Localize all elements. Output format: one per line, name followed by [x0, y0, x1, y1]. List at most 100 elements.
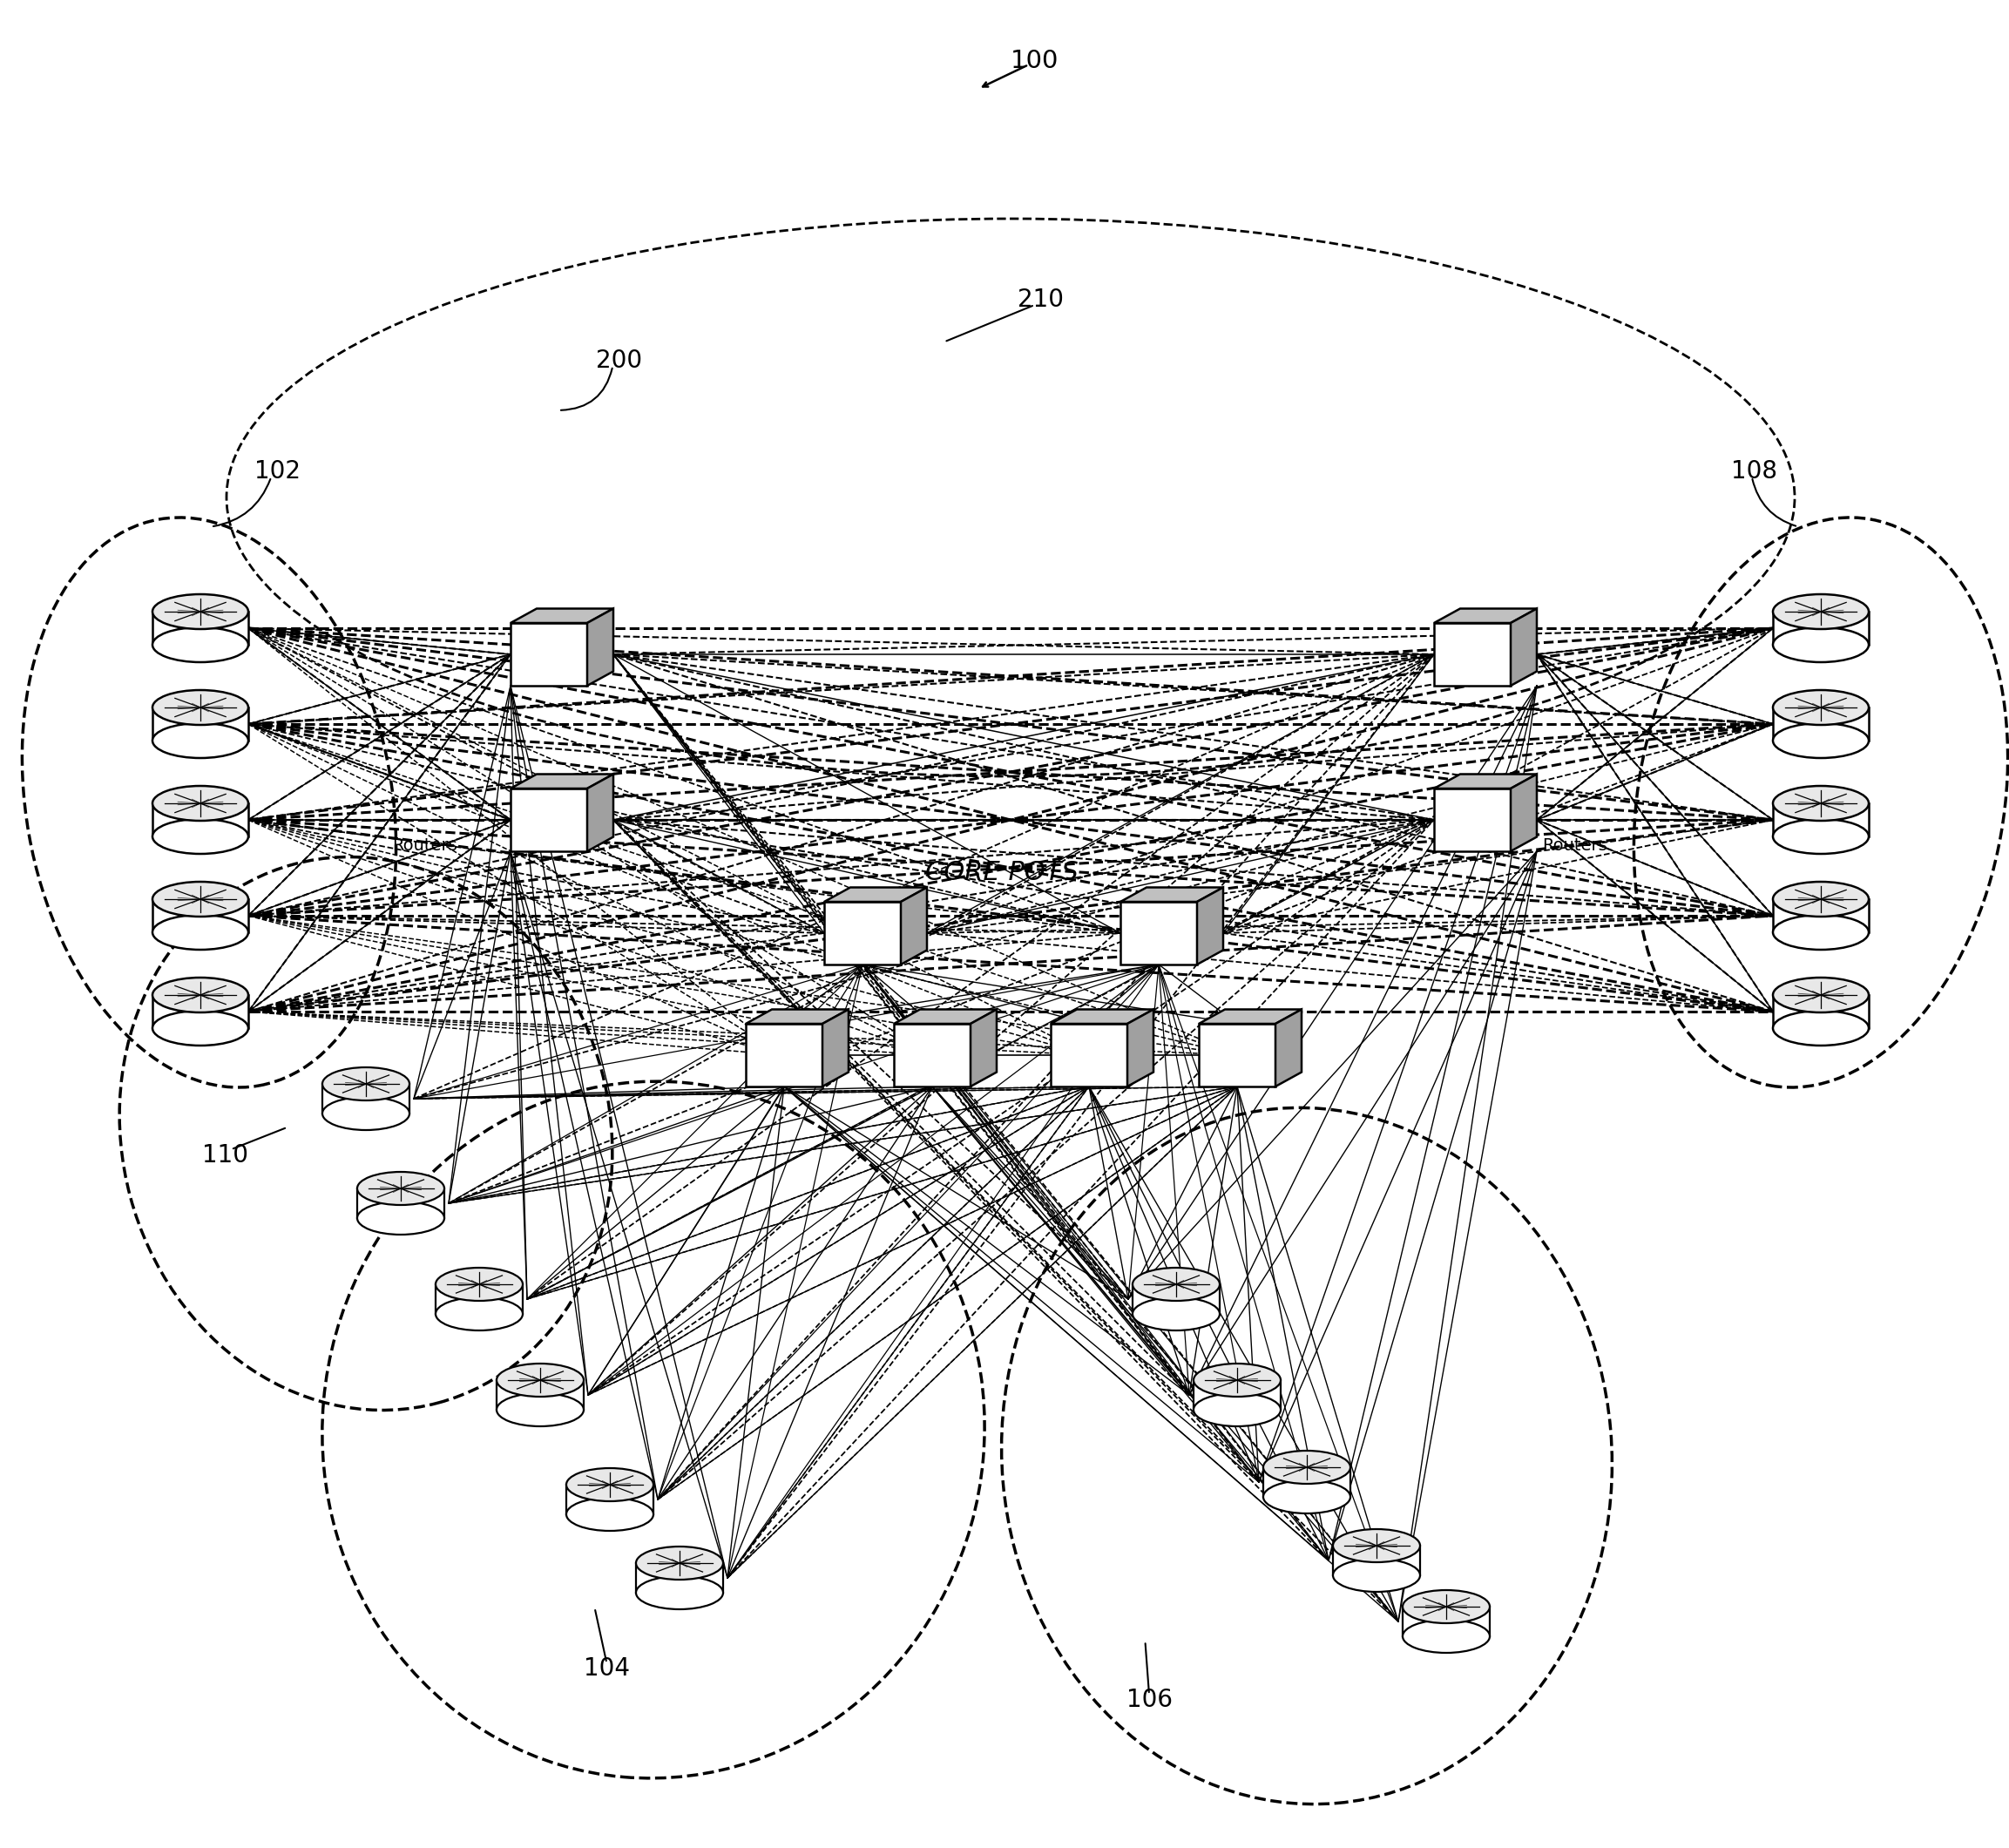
Ellipse shape — [1772, 689, 1868, 724]
Polygon shape — [970, 1009, 996, 1087]
Ellipse shape — [153, 881, 249, 917]
Polygon shape — [1121, 902, 1197, 965]
Text: 106: 106 — [1127, 1687, 1171, 1713]
Ellipse shape — [153, 626, 249, 662]
Ellipse shape — [496, 1393, 585, 1427]
Ellipse shape — [153, 785, 249, 821]
Polygon shape — [153, 612, 249, 645]
Polygon shape — [1133, 1284, 1219, 1314]
Ellipse shape — [1772, 978, 1868, 1013]
Ellipse shape — [321, 1068, 410, 1100]
Polygon shape — [1772, 804, 1868, 837]
Polygon shape — [894, 1024, 970, 1087]
Ellipse shape — [1133, 1297, 1219, 1331]
Ellipse shape — [637, 1576, 723, 1610]
Text: 104: 104 — [585, 1656, 629, 1682]
Polygon shape — [358, 1188, 444, 1218]
Polygon shape — [510, 789, 587, 852]
Polygon shape — [1051, 1024, 1127, 1087]
Polygon shape — [824, 902, 900, 965]
Polygon shape — [637, 1563, 723, 1593]
Text: 100: 100 — [1011, 48, 1059, 74]
Polygon shape — [510, 623, 587, 686]
Ellipse shape — [321, 1098, 410, 1131]
Polygon shape — [1434, 623, 1511, 686]
Ellipse shape — [1264, 1480, 1350, 1514]
Ellipse shape — [153, 723, 249, 758]
Ellipse shape — [637, 1547, 723, 1580]
Polygon shape — [745, 1024, 822, 1087]
Polygon shape — [1127, 1009, 1153, 1087]
Polygon shape — [1199, 1024, 1276, 1087]
Ellipse shape — [358, 1172, 444, 1205]
Polygon shape — [1276, 1009, 1302, 1087]
Ellipse shape — [358, 1201, 444, 1234]
Ellipse shape — [567, 1467, 653, 1501]
Polygon shape — [1121, 887, 1223, 902]
Ellipse shape — [153, 915, 249, 950]
Polygon shape — [153, 708, 249, 741]
Text: 210: 210 — [1019, 286, 1063, 312]
Polygon shape — [822, 1009, 848, 1087]
Polygon shape — [894, 1009, 996, 1024]
Ellipse shape — [1332, 1528, 1420, 1562]
Text: 108: 108 — [1732, 458, 1776, 484]
Polygon shape — [1199, 1009, 1302, 1024]
Ellipse shape — [1193, 1393, 1280, 1427]
Polygon shape — [567, 1484, 653, 1514]
Polygon shape — [1402, 1606, 1491, 1635]
Text: 110: 110 — [203, 1142, 247, 1168]
Text: CORE POTS: CORE POTS — [926, 859, 1079, 885]
Text: 200: 200 — [595, 347, 643, 373]
Polygon shape — [1511, 608, 1537, 686]
Ellipse shape — [436, 1268, 522, 1301]
Polygon shape — [1434, 608, 1537, 623]
Ellipse shape — [1772, 595, 1868, 628]
Ellipse shape — [436, 1297, 522, 1331]
Ellipse shape — [567, 1497, 653, 1530]
Ellipse shape — [1402, 1589, 1491, 1623]
Text: 102: 102 — [255, 458, 299, 484]
Ellipse shape — [1772, 915, 1868, 950]
Polygon shape — [510, 608, 613, 623]
Polygon shape — [1511, 774, 1537, 852]
Ellipse shape — [1332, 1558, 1420, 1591]
Polygon shape — [1772, 900, 1868, 931]
Ellipse shape — [1133, 1268, 1219, 1301]
Ellipse shape — [153, 978, 249, 1013]
Polygon shape — [1434, 789, 1511, 852]
Polygon shape — [900, 887, 926, 965]
Ellipse shape — [1772, 723, 1868, 758]
Polygon shape — [587, 774, 613, 852]
Ellipse shape — [153, 689, 249, 724]
Polygon shape — [153, 900, 249, 931]
Ellipse shape — [153, 595, 249, 628]
Ellipse shape — [1772, 785, 1868, 821]
Polygon shape — [1051, 1009, 1153, 1024]
Polygon shape — [1772, 612, 1868, 645]
Ellipse shape — [1193, 1364, 1280, 1397]
Text: Routers: Routers — [392, 837, 458, 854]
Polygon shape — [587, 608, 613, 686]
Ellipse shape — [1772, 881, 1868, 917]
Text: Routers: Routers — [1543, 837, 1607, 854]
Polygon shape — [1193, 1380, 1280, 1410]
Polygon shape — [153, 994, 249, 1027]
Polygon shape — [1197, 887, 1223, 965]
Polygon shape — [1264, 1467, 1350, 1497]
Ellipse shape — [1264, 1451, 1350, 1484]
Ellipse shape — [496, 1364, 585, 1397]
Polygon shape — [1772, 994, 1868, 1027]
Polygon shape — [1772, 708, 1868, 741]
Ellipse shape — [1772, 626, 1868, 662]
Polygon shape — [436, 1284, 522, 1314]
Polygon shape — [153, 804, 249, 837]
Ellipse shape — [1402, 1619, 1491, 1652]
Polygon shape — [745, 1009, 848, 1024]
Ellipse shape — [1772, 819, 1868, 854]
Ellipse shape — [153, 819, 249, 854]
Polygon shape — [496, 1380, 585, 1410]
Ellipse shape — [153, 1011, 249, 1046]
Polygon shape — [1434, 774, 1537, 789]
Polygon shape — [510, 774, 613, 789]
